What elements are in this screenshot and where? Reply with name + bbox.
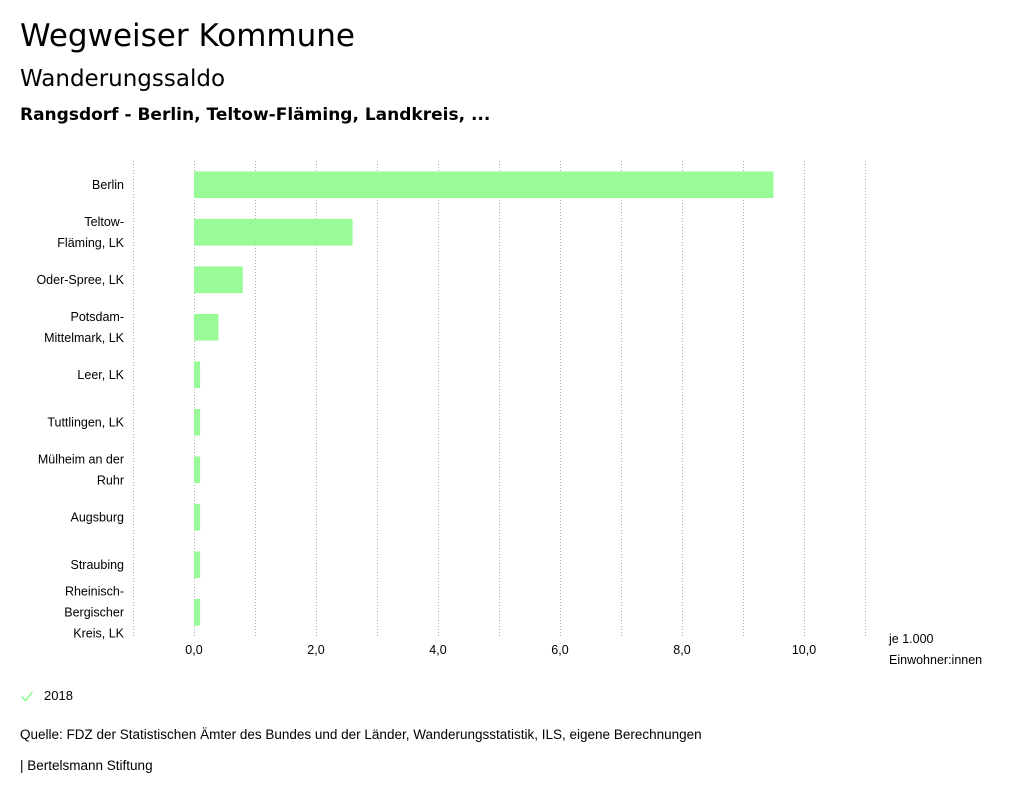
unit-label-line: Einwohner:innen	[889, 653, 982, 667]
category-label: Oder-Spree, LK	[36, 273, 124, 287]
category-label: Leer, LK	[77, 368, 124, 382]
bar	[194, 171, 774, 199]
bars	[194, 171, 774, 626]
bar	[194, 551, 201, 579]
bar	[194, 503, 201, 531]
x-tick-label: 10,0	[792, 643, 816, 657]
category-label: Teltow-Fläming, LK	[57, 215, 124, 250]
category-label: Augsburg	[70, 510, 124, 524]
category-label: Berlin	[92, 178, 124, 192]
category-label: Straubing	[70, 558, 124, 572]
app-subtitle: Wanderungssaldo	[20, 66, 226, 92]
app-title: Wegweiser Kommune	[20, 18, 355, 54]
x-tick-label: 6,0	[551, 643, 568, 657]
bar	[194, 361, 201, 389]
x-tick-label: 0,0	[185, 643, 202, 657]
bar	[194, 218, 353, 246]
x-tick-label: 4,0	[429, 643, 446, 657]
unit-label: je 1.000 Einwohner:innen	[888, 632, 982, 667]
category-label: Potsdam-Mittelmark, LK	[44, 310, 125, 345]
bar	[194, 456, 201, 484]
chart: Berlin Teltow-Fläming, LK Oder-Spree, LK Po…	[36, 161, 982, 667]
legend-label: 2018	[44, 688, 73, 703]
x-tick-label: 8,0	[673, 643, 690, 657]
brand-note: | Bertelsmann Stiftung	[20, 758, 153, 773]
bar	[194, 408, 201, 436]
check-icon	[20, 690, 34, 702]
bar	[194, 313, 219, 341]
x-tick-label: 2,0	[307, 643, 324, 657]
category-label: Mülheim an der Ruhr	[38, 452, 124, 487]
category-label: Rheinisch-Bergischer Kreis, LK	[64, 584, 124, 640]
category-labels: Berlin Teltow-Fläming, LK Oder-Spree, LK Po…	[36, 178, 124, 641]
bar	[194, 266, 243, 294]
bar	[194, 598, 201, 626]
source-note: Quelle: FDZ der Statistischen Ämter des …	[20, 727, 702, 742]
legend-item[interactable]: 2018	[20, 688, 73, 703]
chart-title: Rangsdorf - Berlin, Teltow-Fläming, Land…	[20, 105, 491, 125]
unit-label-line: je 1.000	[888, 632, 934, 646]
x-tick-labels: 0,0 2,0 4,0 6,0 8,0 10,0	[185, 643, 816, 657]
grid-lines	[133, 161, 866, 636]
category-label: Tuttlingen, LK	[47, 415, 124, 429]
